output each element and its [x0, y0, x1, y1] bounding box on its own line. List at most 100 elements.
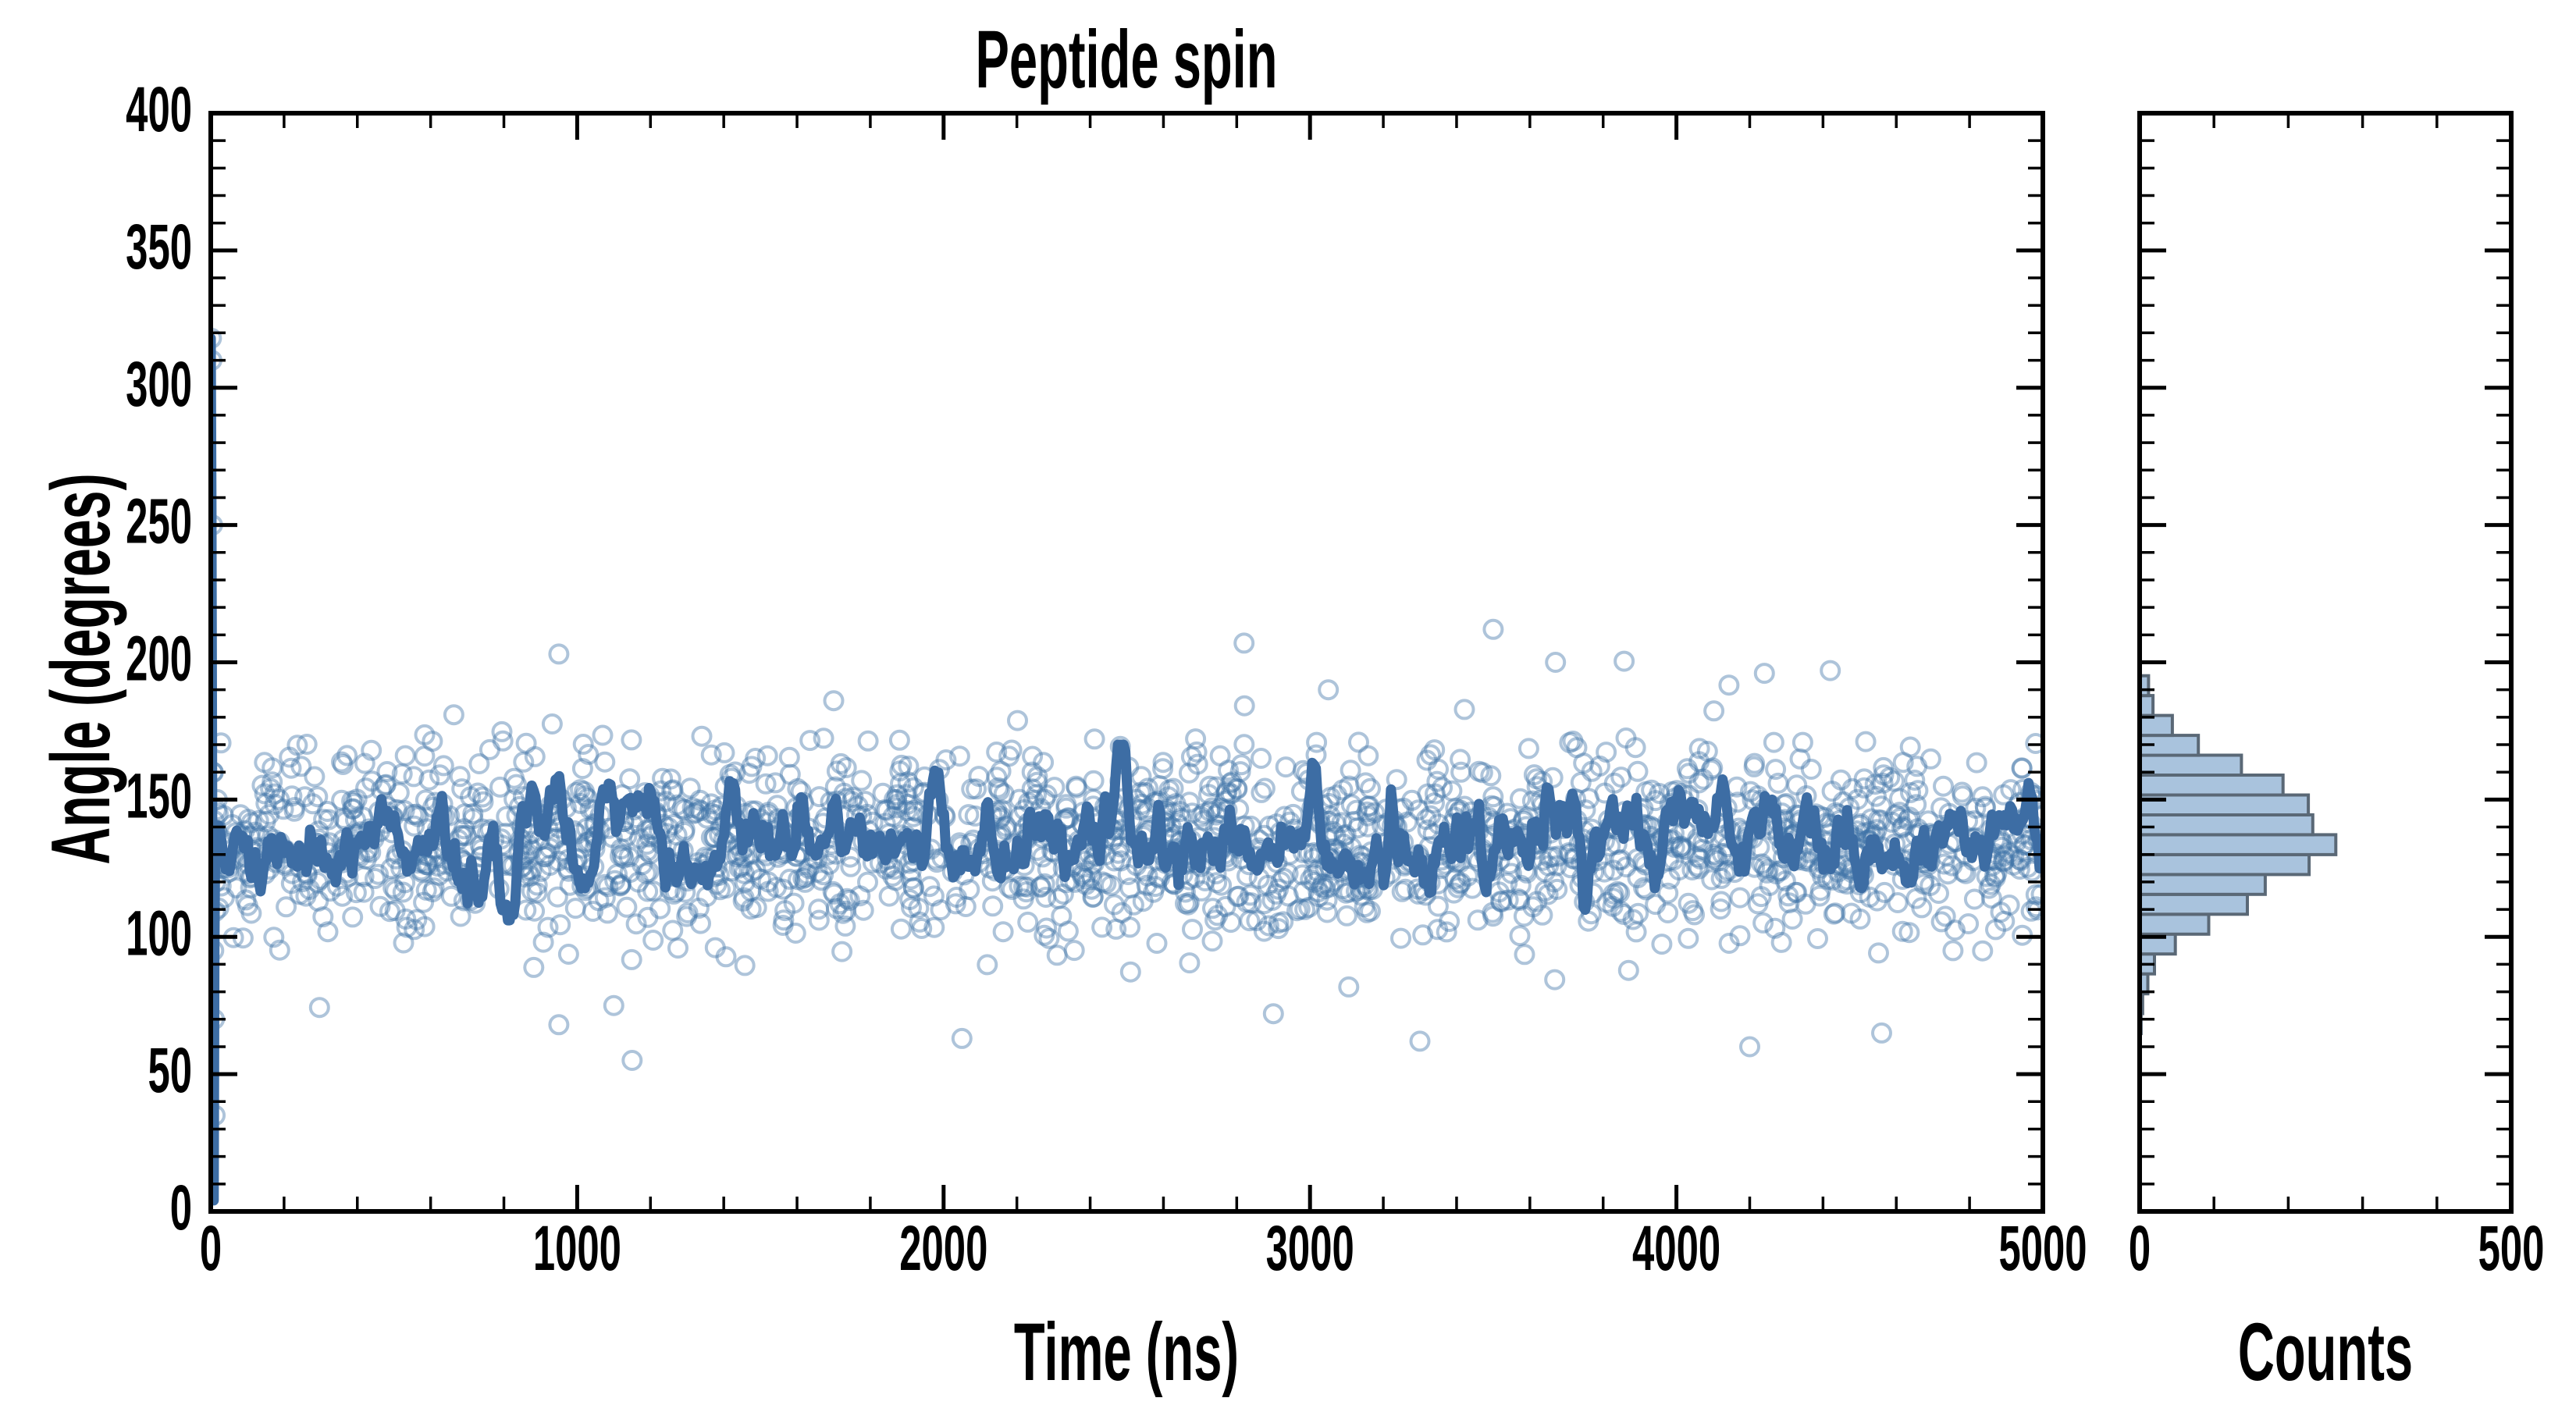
scatter-point	[1873, 764, 1895, 786]
scatter-point	[384, 900, 406, 922]
scatter-point	[1277, 863, 1299, 884]
y-tick-label: 0	[170, 1172, 192, 1243]
scatter-point	[1146, 933, 1168, 954]
scatter-point	[1955, 863, 1976, 884]
scatter-point	[1966, 752, 1987, 774]
scatter-point	[1315, 878, 1336, 900]
scatter-point	[1347, 817, 1368, 839]
scatter-point	[733, 863, 755, 884]
scatter-point	[1849, 908, 1871, 930]
scatter-point	[688, 799, 710, 820]
scatter-point	[1480, 765, 1502, 787]
x-tick-label: 2000	[899, 1213, 987, 1284]
scatter-point	[1401, 789, 1423, 811]
scatter-point	[1251, 781, 1272, 803]
scatter-point	[1443, 882, 1464, 904]
scatter-point	[521, 880, 543, 902]
scatter-point	[269, 788, 290, 810]
scatter-point	[541, 713, 563, 735]
scatter-point	[2025, 896, 2043, 918]
scatter-point	[773, 909, 795, 931]
scatter-point	[1066, 777, 1087, 799]
scatter-point	[280, 873, 302, 895]
scatter-point	[1152, 758, 1174, 780]
scatter-point	[1904, 770, 1926, 791]
histogram-bar	[2140, 813, 2314, 837]
scatter-point	[676, 905, 698, 927]
scatter-point	[1308, 881, 1329, 903]
scatter-point	[1293, 880, 1315, 902]
scatter-point	[1333, 825, 1355, 847]
scatter-point	[1688, 772, 1710, 794]
scatter-point	[1942, 940, 1964, 962]
scatter-point	[813, 727, 834, 749]
scatter-point	[336, 745, 358, 767]
scatter-point	[1872, 772, 1894, 794]
scatter-point	[1179, 952, 1201, 974]
scatter-point	[896, 800, 918, 822]
scatter-point	[908, 898, 930, 919]
scatter-point	[1272, 911, 1294, 933]
scatter-point	[1892, 816, 1914, 838]
scatter-point	[1407, 799, 1429, 821]
scatter-point	[1063, 940, 1085, 962]
histogram-bar	[2140, 892, 2249, 916]
scatter-point	[254, 811, 276, 833]
scatter-point	[1963, 888, 1985, 910]
scatter-point	[902, 877, 924, 898]
scatter-point	[923, 885, 945, 907]
scatter-point	[691, 725, 713, 747]
scatter-point	[286, 735, 308, 756]
scatter-point	[455, 824, 477, 846]
scatter-point	[1791, 731, 1813, 753]
scatter-point	[1573, 752, 1595, 774]
scatter-point	[432, 755, 454, 777]
scatter-point	[2011, 757, 2033, 779]
scatter-point	[715, 877, 737, 899]
scatter-point	[636, 840, 658, 862]
scatter-point	[1500, 863, 1522, 884]
scatter-point	[333, 754, 354, 775]
scatter-point	[1036, 917, 1058, 939]
scatter-point	[404, 919, 425, 941]
scatter-point	[1510, 874, 1532, 896]
scatter-point	[1993, 850, 2015, 872]
scatter-point	[1057, 920, 1079, 942]
scatter-point	[588, 890, 610, 912]
scatter-point	[1016, 881, 1037, 903]
scatter-point	[1523, 764, 1545, 786]
scatter-point	[317, 921, 339, 943]
scatter-point	[1534, 861, 1556, 883]
scatter-point	[1702, 757, 1724, 779]
scatter-point	[1165, 793, 1187, 815]
scatter-point	[1933, 775, 1954, 797]
scatter-point	[986, 767, 1008, 788]
scatter-point	[1596, 742, 1617, 763]
scatter-point	[710, 879, 731, 901]
scatter-point	[1417, 783, 1439, 805]
scatter-point	[1228, 885, 1250, 907]
scatter-point	[1770, 931, 1792, 953]
scatter-point	[296, 734, 318, 755]
scatter-point	[548, 1014, 570, 1036]
scatter-point	[1881, 811, 1903, 833]
scatter-point	[1026, 766, 1048, 788]
scatter-point	[1688, 858, 1710, 880]
scatter-point	[2025, 733, 2043, 754]
scatter-point	[1641, 779, 1663, 801]
histogram-x-axis-label: Counts	[2238, 1306, 2413, 1398]
scatter-point	[1984, 866, 2005, 887]
scatter-point	[1866, 890, 1888, 912]
scatter-point	[822, 880, 844, 902]
scatter-point	[1645, 790, 1667, 812]
scatter-point	[1907, 780, 1929, 802]
scatter-point	[1562, 731, 1584, 752]
scatter-point	[749, 868, 771, 890]
scatter-point	[902, 806, 924, 827]
scatter-point	[779, 763, 801, 785]
scatter-point	[1057, 807, 1079, 829]
scatter-point	[479, 738, 500, 760]
scatter-point	[1009, 875, 1030, 897]
scatter-point	[521, 859, 543, 881]
